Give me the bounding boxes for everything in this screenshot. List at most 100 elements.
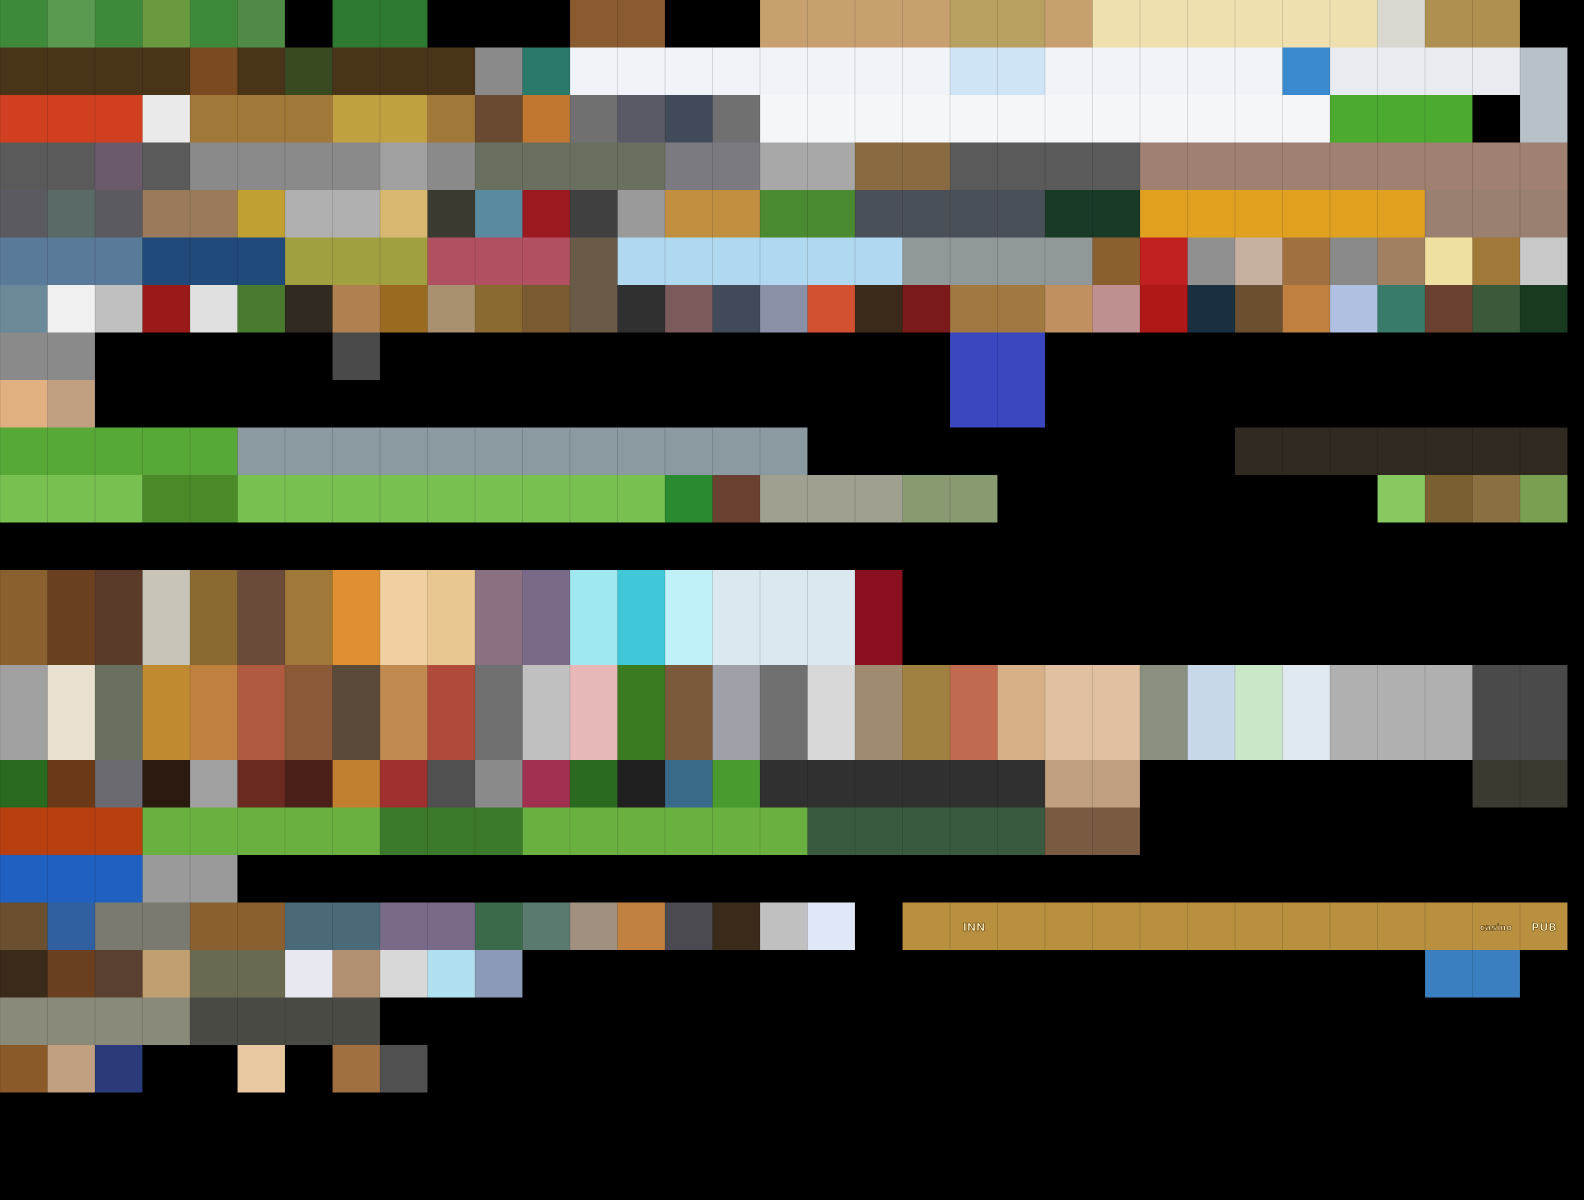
tile xyxy=(1425,190,1568,238)
tile xyxy=(237,1045,285,1093)
tile xyxy=(190,760,238,808)
tile xyxy=(617,237,903,285)
tile xyxy=(617,570,665,665)
tile xyxy=(475,665,523,760)
tile xyxy=(522,902,570,950)
tile xyxy=(1520,285,1568,333)
sign-label: casino xyxy=(1480,924,1512,934)
tile xyxy=(1092,285,1140,333)
tile xyxy=(142,950,190,998)
tile xyxy=(237,190,285,238)
tile xyxy=(47,1045,95,1093)
tile xyxy=(142,95,190,143)
tile xyxy=(142,665,190,760)
tile xyxy=(522,665,570,760)
tile xyxy=(617,95,665,143)
tile xyxy=(522,47,570,95)
tile xyxy=(47,285,95,333)
tile xyxy=(475,950,523,998)
tile xyxy=(950,332,998,428)
tile xyxy=(332,285,380,333)
tile xyxy=(285,47,333,95)
tile xyxy=(570,570,618,665)
tile xyxy=(1282,285,1330,333)
tile xyxy=(807,902,855,950)
tile xyxy=(902,475,998,523)
tile xyxy=(665,570,713,665)
tiles xyxy=(0,0,1568,1093)
tile xyxy=(142,285,190,333)
tile xyxy=(1282,237,1330,285)
tile xyxy=(1330,47,1520,95)
tile xyxy=(47,570,95,665)
tile xyxy=(522,285,570,333)
tile xyxy=(380,665,428,760)
tile xyxy=(1425,0,1520,48)
tile xyxy=(1377,475,1425,523)
tile xyxy=(332,0,428,48)
tile xyxy=(1045,807,1140,855)
tile xyxy=(712,902,760,950)
tile xyxy=(427,760,475,808)
tile xyxy=(1140,237,1188,285)
tile xyxy=(0,1045,48,1093)
tile xyxy=(0,570,48,665)
signs: INN casino PUB xyxy=(962,921,1557,935)
tile xyxy=(142,855,238,903)
tile xyxy=(1425,475,1473,523)
tile xyxy=(807,807,1045,855)
tile xyxy=(47,0,95,48)
tile xyxy=(570,0,665,48)
tile xyxy=(712,475,760,523)
tile xyxy=(950,47,1045,95)
tile xyxy=(1282,47,1330,95)
tile xyxy=(380,807,523,855)
tile xyxy=(997,665,1045,760)
tile xyxy=(427,190,475,238)
tile xyxy=(0,380,48,428)
tile xyxy=(475,47,523,95)
tile xyxy=(1282,665,1330,760)
tile xyxy=(142,237,285,285)
tile xyxy=(1235,427,1568,475)
tile xyxy=(0,332,95,380)
tile xyxy=(380,902,475,950)
tile xyxy=(380,190,428,238)
tile xyxy=(190,997,380,1045)
tile xyxy=(617,665,665,760)
tile xyxy=(1472,760,1568,808)
tile xyxy=(950,0,1045,48)
tile xyxy=(0,950,48,998)
tile xyxy=(475,95,523,143)
tile xyxy=(237,665,285,760)
tile xyxy=(760,190,855,238)
tile xyxy=(760,475,903,523)
tile xyxy=(570,665,618,760)
tile xyxy=(95,1045,143,1093)
tile xyxy=(380,570,428,665)
tile xyxy=(142,760,190,808)
tile xyxy=(1472,665,1568,760)
tile xyxy=(237,0,285,48)
tile xyxy=(190,570,238,665)
tile xyxy=(0,0,238,48)
tile xyxy=(522,807,808,855)
tile xyxy=(475,570,523,665)
tile xyxy=(0,902,48,950)
tile xyxy=(807,285,855,333)
tile xyxy=(1140,142,1568,190)
tile xyxy=(0,427,238,475)
tile xyxy=(1520,47,1568,143)
tile xyxy=(1187,237,1235,285)
tile xyxy=(1520,237,1568,285)
tile xyxy=(950,665,998,760)
tile xyxy=(665,475,713,523)
tile xyxy=(617,902,665,950)
tile xyxy=(760,760,1045,808)
tile xyxy=(142,807,380,855)
tile xyxy=(1045,285,1093,333)
tile xyxy=(285,665,333,760)
tile xyxy=(0,237,143,285)
tile xyxy=(475,142,665,190)
